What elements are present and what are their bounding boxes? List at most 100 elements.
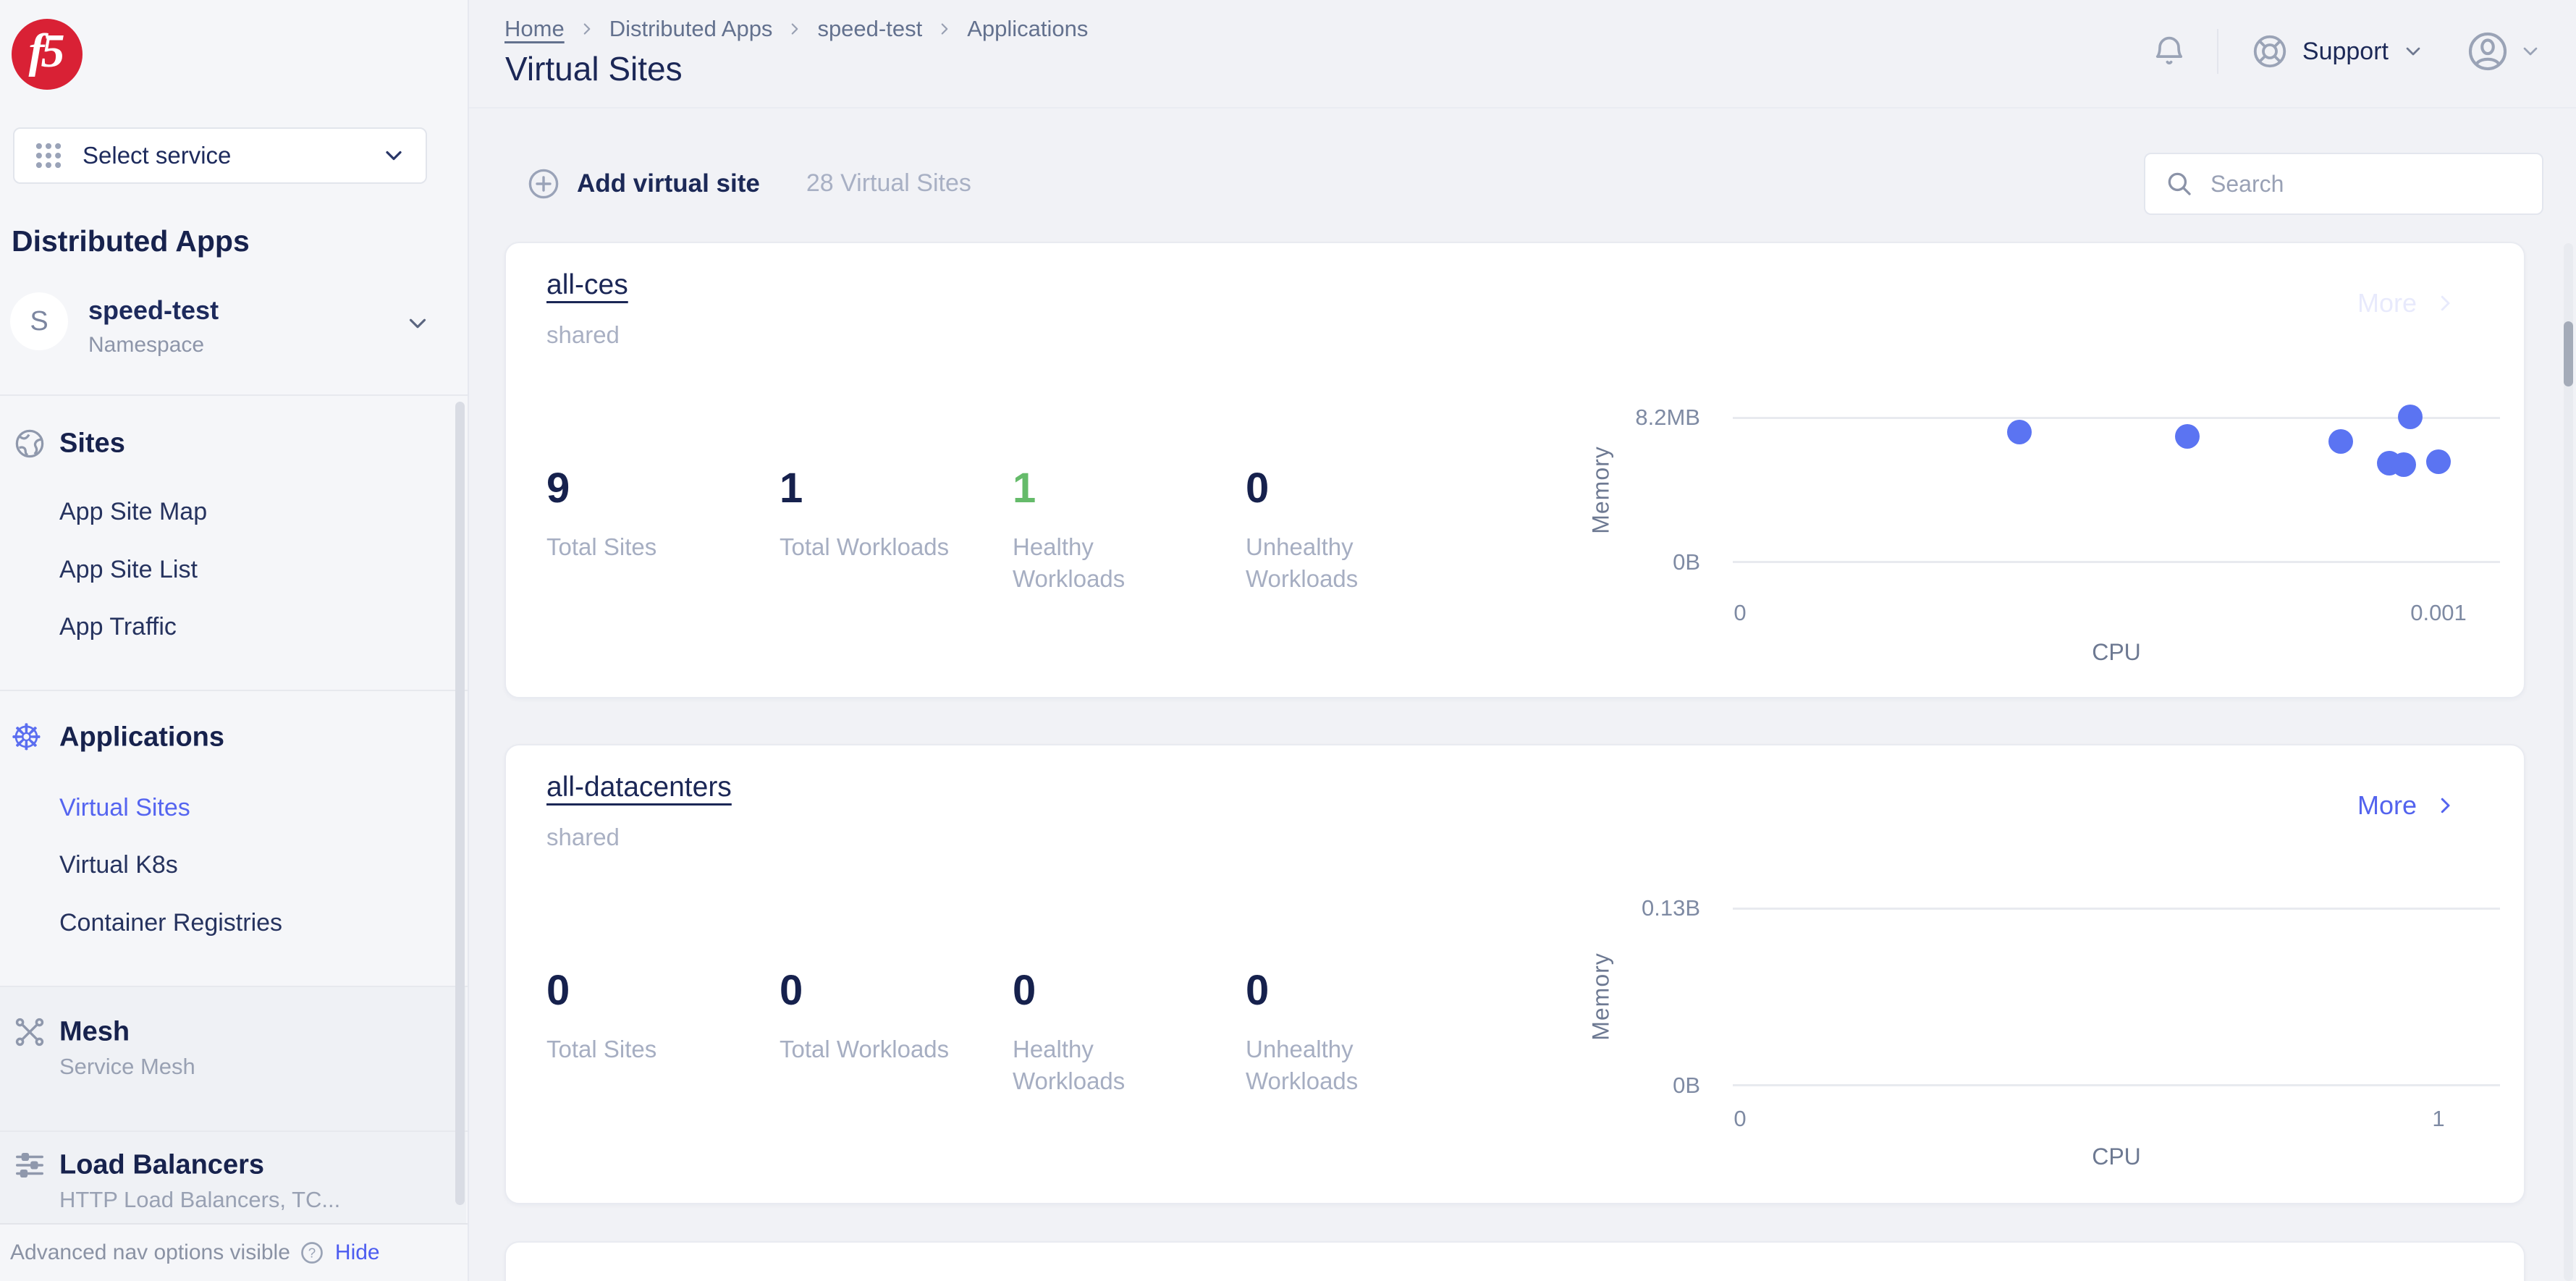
stat-value: 0 [1246, 967, 1270, 1014]
more-link[interactable]: More [2357, 790, 2456, 821]
sidebar-item-virtual-k8s[interactable]: Virtual K8s [59, 851, 178, 879]
chevron-down-icon [381, 143, 407, 169]
cpu-memory-chart: Memory 0.13B 0B 0 1 CPU [1588, 895, 2500, 1170]
sidebar-item-app-site-map[interactable]: App Site Map [59, 498, 208, 525]
more-link-loading[interactable]: More [2357, 288, 2456, 318]
main-area: Home Distributed Apps speed-test Applica… [469, 0, 2576, 1281]
user-avatar-icon [2465, 29, 2510, 74]
scatter-point [2174, 424, 2200, 449]
sidebar-group-applications[interactable]: ☸ Applications [0, 716, 468, 759]
chevron-down-icon [2519, 40, 2542, 63]
cpu-memory-plot-1 [1733, 405, 2500, 563]
scatter-point [2328, 428, 2353, 454]
help-question-icon[interactable]: ? [299, 1240, 325, 1266]
virtual-site-link[interactable]: all-datacenters [546, 771, 732, 803]
stat-value: 1 [1013, 465, 1036, 512]
stat-label: Healthy Workloads [1013, 533, 1126, 592]
x-tick-max: 1 [2432, 1106, 2445, 1131]
sidebar-heading: Distributed Apps [12, 224, 250, 258]
breadcrumb: Home Distributed Apps speed-test Applica… [504, 16, 1088, 42]
f5-logo-circle: f5 [12, 19, 83, 90]
main-scrollbar-thumb[interactable] [2564, 321, 2573, 386]
main-scrollbar-track[interactable] [2564, 243, 2573, 1281]
sidebar-group-sites[interactable]: Sites [0, 422, 468, 465]
breadcrumb-home[interactable]: Home [504, 16, 565, 41]
y-tick-max: 8.2MB [1635, 405, 1700, 430]
sidebar-item-app-traffic[interactable]: App Traffic [59, 613, 177, 640]
virtual-sites-count: 28 Virtual Sites [806, 169, 971, 197]
sidebar-group-title: Load Balancers [59, 1149, 264, 1180]
stat-healthy-workloads: 0 Healthy Workloads [1013, 970, 1246, 1096]
support-label: Support [2302, 37, 2389, 65]
stat-value: 9 [546, 465, 570, 512]
account-menu[interactable] [2465, 29, 2542, 74]
namespace-selector[interactable]: S speed-test Namespace [10, 291, 452, 358]
chevron-right-icon [578, 20, 596, 38]
gridline [1733, 1084, 2500, 1086]
chevron-down-icon [2402, 40, 2425, 63]
stat-label: Healthy Workloads [1013, 1036, 1126, 1094]
search-icon [2164, 169, 2195, 199]
f5-logo[interactable]: f5 [12, 19, 83, 90]
sidebar-item-virtual-sites[interactable]: Virtual Sites [59, 794, 190, 821]
stat-total-sites: 9 Total Sites [546, 468, 780, 594]
hide-advanced-nav-link[interactable]: Hide [334, 1240, 380, 1264]
search-input[interactable] [2210, 170, 2523, 198]
notifications-bell-icon[interactable] [2150, 33, 2188, 70]
kubernetes-icon: ☸ [10, 717, 43, 758]
add-virtual-site-button[interactable]: Add virtual site [526, 166, 760, 201]
x-axis-ticks: 0 0.001 [1733, 600, 2500, 629]
x-tick-min: 0 [1733, 1106, 1747, 1131]
breadcrumb-applications[interactable]: Applications [967, 16, 1089, 41]
stat-total-sites: 0 Total Sites [546, 970, 780, 1096]
f5-logo-text: f5 [28, 25, 65, 77]
sidebar-group-load-balancers[interactable]: Load Balancers [0, 1143, 468, 1187]
sidebar-item-container-registries[interactable]: Container Registries [59, 909, 283, 937]
chevron-right-icon [785, 20, 804, 38]
breadcrumb-distributed-apps[interactable]: Distributed Apps [609, 16, 773, 41]
virtual-site-card-all-datacenters: all-datacenters shared More 0 Total Site… [504, 744, 2525, 1204]
sidebar: f5 Select service Distributed Apps S spe… [0, 0, 469, 1281]
divider [0, 986, 468, 987]
x-tick-max: 0.001 [2410, 600, 2467, 625]
grid-icon [33, 140, 64, 171]
plus-circle-icon [526, 166, 561, 201]
add-virtual-site-label: Add virtual site [577, 169, 760, 198]
namespace-avatar: S [10, 292, 68, 350]
header-divider [2216, 29, 2218, 74]
scatter-point [2007, 420, 2032, 444]
stat-value: 0 [1013, 967, 1036, 1014]
sidebar-group-title: Applications [59, 722, 225, 753]
stat-unhealthy-workloads: 0 Unhealthy Workloads [1246, 970, 1479, 1096]
namespace-type-label: Namespace [88, 333, 205, 357]
virtual-site-link[interactable]: all-ces [546, 269, 628, 300]
namespace-name: speed-test [88, 295, 219, 325]
scatter-point [2391, 452, 2416, 477]
globe-icon [13, 427, 46, 460]
stat-label: Total Sites [546, 1036, 657, 1062]
sidebar-group-mesh[interactable]: Mesh [0, 1010, 468, 1054]
sidebar-item-app-site-list[interactable]: App Site List [59, 556, 198, 583]
mesh-icon [13, 1015, 46, 1049]
support-menu[interactable]: Support [2250, 32, 2425, 71]
y-tick-min: 0B [1673, 549, 1700, 575]
select-service-dropdown[interactable]: Select service [13, 127, 427, 184]
chevron-right-icon [2434, 795, 2456, 816]
stat-value: 0 [1246, 465, 1270, 512]
stat-label: Total Workloads [780, 1036, 950, 1062]
advanced-nav-footer: Advanced nav options visible ? Hide [0, 1223, 468, 1281]
stats-row: 0 Total Sites 0 Total Workloads 0 Health… [546, 970, 1479, 1096]
virtual-site-card-all-ces: all-ces shared More 9 Total Sites 1 Tota… [504, 242, 2525, 698]
cpu-memory-plot-2 [1733, 908, 2500, 1086]
sidebar-scrollbar-thumb[interactable] [455, 402, 465, 1205]
gridline [1733, 417, 2500, 419]
stat-healthy-workloads: 1 Healthy Workloads [1013, 468, 1246, 594]
y-tick-max: 0.13B [1641, 895, 1700, 921]
stats-row: 9 Total Sites 1 Total Workloads 1 Health… [546, 468, 1479, 594]
page-header: Home Distributed Apps speed-test Applica… [469, 0, 2576, 109]
search-box[interactable] [2144, 153, 2543, 215]
divider [0, 394, 468, 396]
stat-label: Unhealthy Workloads [1246, 533, 1359, 592]
x-axis-label: CPU [2092, 1143, 2141, 1170]
breadcrumb-speed-test[interactable]: speed-test [817, 16, 923, 41]
